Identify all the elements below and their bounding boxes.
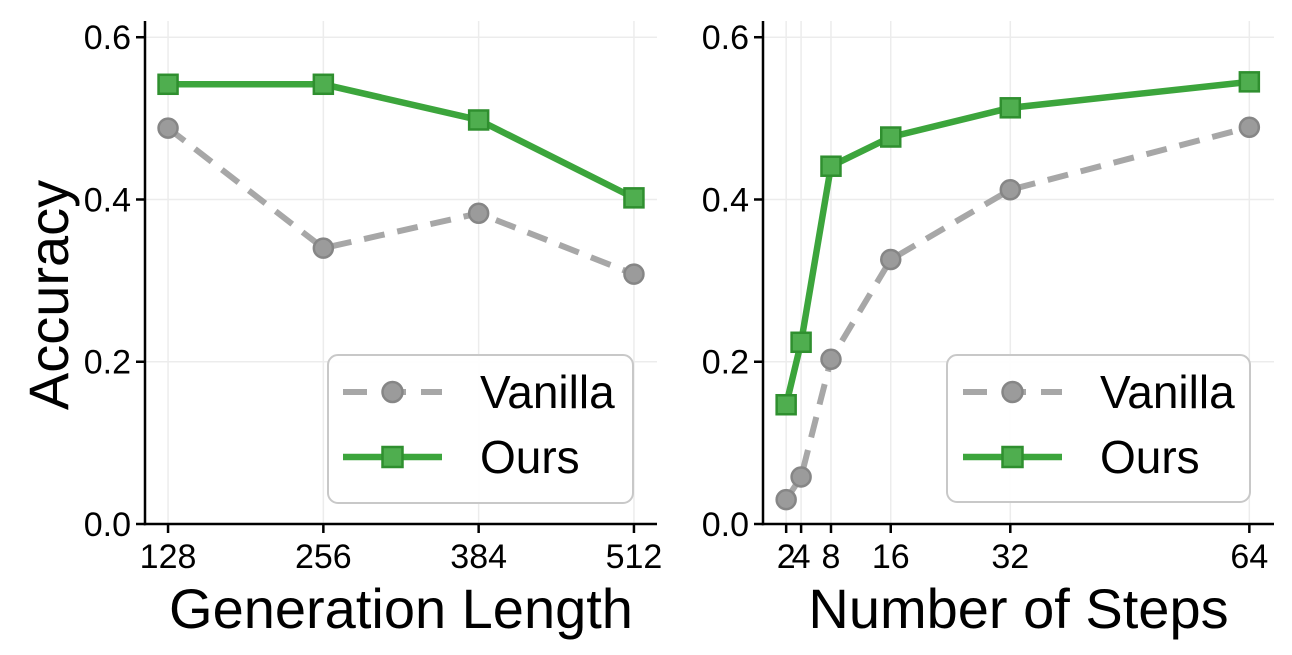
data-point-ours	[467, 109, 490, 131]
x-axis-title: Generation Length	[169, 577, 633, 640]
data-point-ours	[820, 155, 842, 177]
legend-marker-circle-icon	[1001, 380, 1024, 404]
x-tick-label: 384	[450, 538, 507, 576]
chart-panel-1: 24 8 16 32 64 0.0 0.2 0.4 0.6 Number of Steps Vani…	[702, 19, 1274, 640]
data-point-ours	[623, 187, 645, 209]
x-tick-label: 128	[140, 538, 197, 576]
data-point-vanilla	[157, 117, 179, 139]
legend-label-vanilla: Vanilla	[480, 366, 615, 418]
data-point-vanilla	[312, 237, 335, 259]
x-tick-label: 8	[822, 538, 841, 576]
data-point-ours	[1238, 71, 1261, 93]
legend-label-ours: Ours	[480, 431, 580, 483]
x-tick-label: 64	[1230, 538, 1268, 576]
y-tick-label: 0.6	[84, 19, 131, 57]
legend: Vanilla Ours	[946, 354, 1251, 503]
x-axis-title: Number of Steps	[808, 577, 1228, 640]
data-point-ours	[312, 73, 335, 96]
x-tick-label: 16	[872, 538, 910, 576]
y-tick-label: 0.2	[702, 344, 749, 382]
y-axis-title: Accuracy	[17, 180, 80, 410]
data-point-vanilla	[467, 202, 490, 225]
chart-panel-0: 128 256 384 512 0.0 0.2 0.4 0.6 Generation Lengt…	[17, 19, 662, 640]
legend: Vanilla Ours	[327, 354, 634, 504]
legend-label-ours: Ours	[1100, 431, 1200, 483]
series-line-vanilla	[783, 124, 1251, 502]
data-point-vanilla	[790, 466, 812, 488]
data-point-ours	[157, 73, 179, 96]
data-point-ours	[999, 97, 1022, 119]
x-tick-label: 4	[792, 538, 811, 576]
x-tick-label: 2	[777, 538, 796, 576]
data-point-ours	[775, 393, 797, 416]
x-tick-label: 32	[991, 538, 1029, 576]
legend-marker-square-icon	[1001, 445, 1024, 469]
y-tick-label: 0.6	[702, 19, 749, 57]
data-point-ours	[880, 126, 902, 148]
data-point-vanilla	[999, 178, 1022, 201]
data-point-vanilla	[1238, 116, 1261, 139]
legend-label-vanilla: Vanilla	[1100, 366, 1235, 418]
x-tick-label: 256	[295, 538, 352, 576]
data-point-ours	[790, 331, 812, 354]
data-point-vanilla	[623, 263, 645, 285]
data-point-vanilla	[775, 488, 797, 511]
y-tick-label: 0.4	[702, 181, 749, 219]
series-line-vanilla	[166, 125, 636, 277]
y-tick-label: 0.4	[84, 181, 131, 219]
y-tick-label: 0.2	[84, 344, 131, 382]
series-line-ours	[168, 81, 636, 201]
data-point-vanilla	[880, 248, 902, 271]
x-tick-label: 512	[606, 538, 663, 576]
legend-marker-circle-icon	[381, 380, 404, 404]
y-tick-label: 0.0	[702, 506, 749, 544]
legend-marker-square-icon	[381, 445, 404, 469]
y-tick-label: 0.0	[84, 506, 131, 544]
data-point-vanilla	[820, 348, 842, 371]
